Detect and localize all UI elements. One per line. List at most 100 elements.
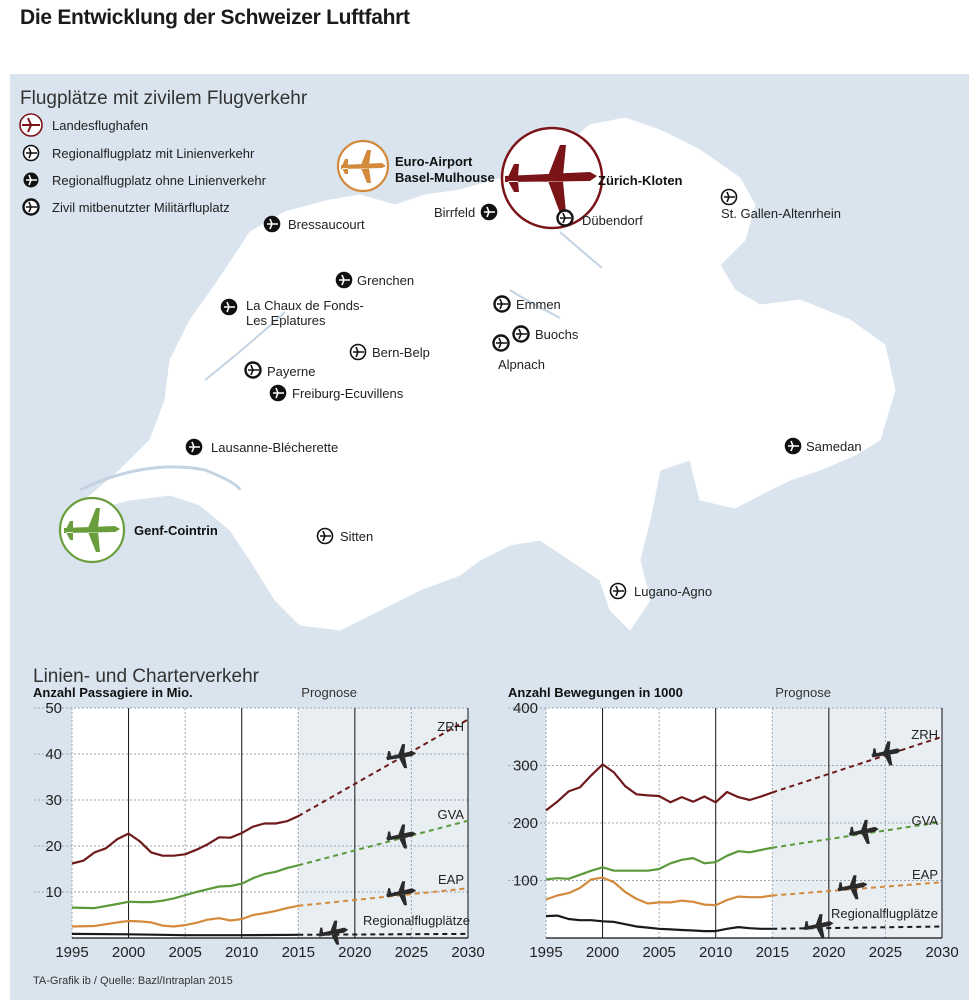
- series-line: [71, 815, 299, 865]
- series-label: GVA: [912, 813, 939, 828]
- series-line: [545, 876, 773, 907]
- airport-marker: Dübendorf: [556, 209, 643, 228]
- series-line: [545, 763, 773, 812]
- plane-icon: [560, 212, 571, 224]
- x-tick-label: 2005: [168, 944, 201, 961]
- legend-label: Regionalflugplatz ohne Linienverkehr: [52, 173, 267, 188]
- switzerland-shape: [69, 117, 896, 631]
- x-tick-label: 2000: [112, 944, 145, 961]
- lake-zurich: [559, 231, 603, 269]
- series-label: EAP: [912, 867, 938, 882]
- major-airport-geneva: Genf-Cointrin: [58, 496, 218, 564]
- x-tick-label: 1995: [55, 944, 88, 961]
- airport-marker: Buochs: [512, 325, 579, 343]
- forecast-line: [772, 881, 943, 897]
- airport-label: Les Eplatures: [246, 313, 326, 328]
- plane-icon: [386, 744, 417, 769]
- series-label: ZRH: [437, 719, 464, 734]
- plane-icon: [224, 301, 235, 313]
- plane-icon: [248, 364, 259, 376]
- source-note: TA-Grafik ib / Quelle: Bazl/Intraplan 20…: [33, 975, 233, 987]
- series-label: EAP: [438, 872, 464, 887]
- y-tick-label: 100: [513, 873, 538, 890]
- series-line: [71, 932, 299, 937]
- series-line: [545, 914, 773, 933]
- x-tick-label: 1995: [529, 944, 562, 961]
- series-line: [71, 904, 299, 928]
- plane-icon: [267, 218, 278, 230]
- chart-title: Anzahl Bewegungen in 1000: [508, 685, 683, 700]
- plane-icon: [496, 337, 507, 349]
- y-tick-label: 30: [45, 792, 62, 809]
- y-tick-label: 200: [513, 815, 538, 832]
- airport-label: Birrfeld: [434, 205, 475, 220]
- lake-geneva: [79, 465, 242, 492]
- legend-label: Zivil mitbenutzter Militärfluplatz: [52, 200, 230, 215]
- airport-label: Emmen: [516, 297, 561, 312]
- airport-label: Bressaucourt: [288, 217, 365, 232]
- airport-label: Lausanne-Blécherette: [211, 440, 338, 455]
- legend-label: Regionalflugplatz mit Linienverkehr: [52, 146, 255, 161]
- airport-label: Lugano-Agno: [634, 584, 712, 599]
- major-airport-zurich: Zürich-Kloten: [500, 126, 683, 230]
- legend-item: Zivil mitbenutzter Militärfluplatz: [22, 198, 230, 216]
- airport-marker: Grenchen: [335, 271, 414, 289]
- series-label: Regionalflugplätze: [363, 913, 470, 928]
- x-tick-label: 2025: [869, 944, 902, 961]
- plane-icon: [339, 274, 350, 286]
- x-tick-label: 2030: [925, 944, 958, 961]
- x-tick-label: 2000: [586, 944, 619, 961]
- forecast-label: Prognose: [301, 685, 357, 700]
- plane-icon: [386, 881, 417, 906]
- x-tick-label: 2025: [395, 944, 428, 961]
- plane-icon: [497, 298, 508, 310]
- lake-constance: [640, 114, 740, 150]
- airport-marker: Lugano-Agno: [609, 582, 712, 600]
- plane-icon: [788, 440, 799, 452]
- legend-item: Regionalflugplatz ohne Linienverkehr: [23, 172, 267, 188]
- x-tick-label: 2020: [812, 944, 845, 961]
- legend-item: Regionalflugplatz mit Linienverkehr: [22, 144, 255, 162]
- airport-marker: Emmen: [493, 295, 561, 313]
- legend-item: Landesflughafen: [19, 113, 148, 137]
- airport-label: La Chaux de Fonds-: [246, 298, 364, 313]
- airport-marker: Payerne: [244, 361, 315, 379]
- series-line: [545, 846, 773, 881]
- airport-label: Sitten: [340, 529, 373, 544]
- airport-label: Payerne: [267, 364, 315, 379]
- airport-marker: Bressaucourt: [263, 215, 365, 233]
- forecast-area: [298, 708, 468, 938]
- airport-label: Euro-Airport: [395, 154, 473, 169]
- airport-marker: Lausanne-Blécherette: [185, 438, 338, 456]
- airport-marker: Samedan: [784, 437, 862, 455]
- plane-icon: [341, 150, 386, 183]
- lake-neuchatel: [204, 311, 286, 381]
- plane-icon: [320, 530, 331, 542]
- plane-icon: [505, 145, 597, 213]
- chart-title: Anzahl Passagiere in Mio.: [33, 685, 193, 700]
- x-tick-label: 2030: [451, 944, 484, 961]
- movements-chart: Anzahl Bewegungen in 1000 Prognose 100 200 3…: [508, 685, 959, 961]
- y-tick-label: 50: [45, 700, 62, 717]
- major-airport-basel: Euro-Airport Basel-Mulhouse: [336, 139, 495, 193]
- plane-icon: [22, 117, 40, 133]
- x-tick-label: 2015: [282, 944, 315, 961]
- plot-area: [546, 708, 773, 938]
- airport-marker: Sitten: [316, 527, 373, 545]
- airport-label: Samedan: [806, 439, 862, 454]
- airport-label: Genf-Cointrin: [134, 523, 218, 538]
- plane-icon: [848, 819, 879, 844]
- series-line: [71, 864, 299, 910]
- plane-icon: [386, 824, 417, 849]
- airport-label: Zürich-Kloten: [598, 173, 683, 188]
- plane-icon: [318, 920, 349, 945]
- legend-label: Landesflughafen: [52, 118, 148, 133]
- airport-label: Freiburg-Ecuvillens: [292, 386, 404, 401]
- plane-icon: [353, 346, 364, 358]
- small-airports: Bressaucourt Birrfeld Dübendorf St. Gallen-…: [185, 188, 862, 600]
- forecast-line: [771, 735, 943, 794]
- airport-label: Buochs: [535, 327, 579, 342]
- plane-icon: [189, 441, 200, 453]
- airport-marker: Freiburg-Ecuvillens: [269, 384, 404, 402]
